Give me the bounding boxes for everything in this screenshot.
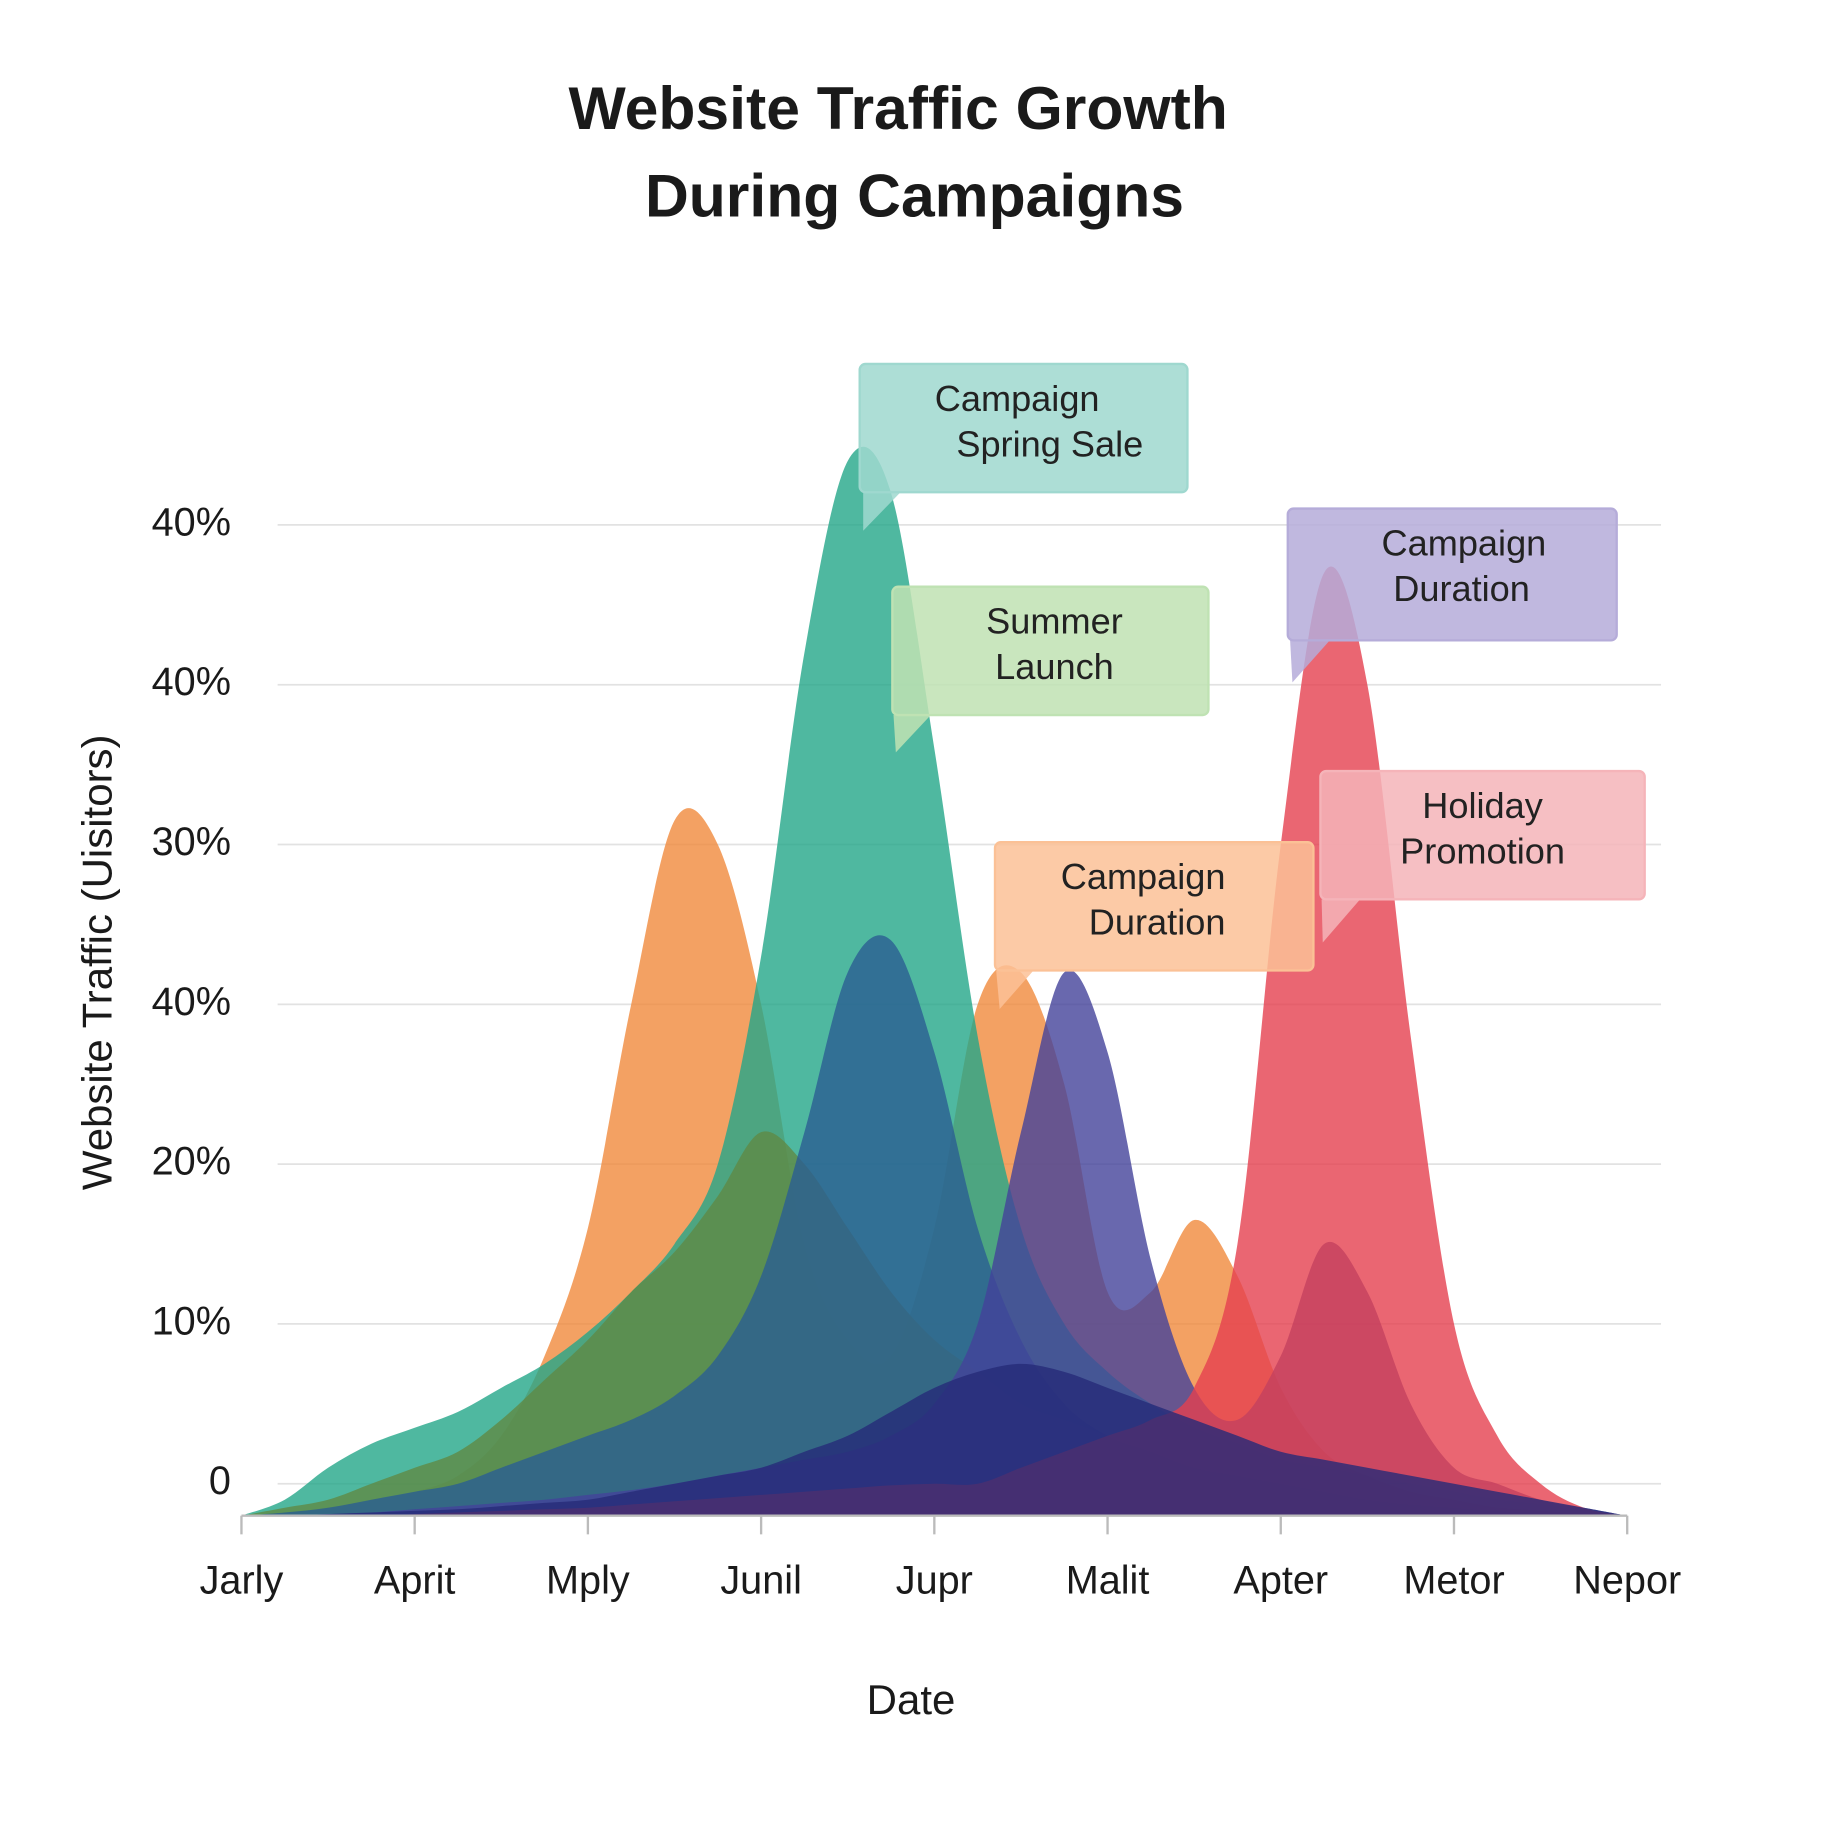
area	[241, 935, 1628, 1516]
annotation: Campaign Duration	[1286, 507, 1618, 683]
x-axis-title: Date	[867, 1676, 956, 1723]
annotation-tail	[996, 970, 1034, 1009]
annotation-box	[891, 585, 1210, 717]
chart-title: During Campaigns	[645, 162, 1184, 230]
annotation-text: Promotion	[1400, 830, 1565, 871]
y-tick-label: 30%	[152, 820, 231, 864]
y-tick-label: 20%	[152, 1140, 231, 1184]
area	[241, 446, 1628, 1516]
annotation-box	[1319, 769, 1646, 901]
x-tick-label: Metor	[1403, 1558, 1504, 1602]
annotation-text: Launch	[995, 646, 1114, 687]
annotation: Campaign Duration	[993, 841, 1315, 1009]
x-tick-label: Aprit	[374, 1558, 456, 1602]
annotation-box	[993, 841, 1315, 972]
x-tick-label: Nepor	[1573, 1558, 1681, 1602]
annotation-text: Campaign	[935, 378, 1100, 419]
annotation-text: Campaign	[1381, 522, 1546, 563]
annotation-text: Spring Sale	[956, 423, 1143, 464]
annotation-box	[1286, 507, 1618, 642]
annotation-tail	[893, 715, 931, 753]
x-tick-label: Junil	[720, 1558, 802, 1602]
annotation-box	[858, 362, 1189, 494]
area	[241, 566, 1628, 1516]
annotation-tail	[863, 492, 901, 531]
annotation-text: Summer	[986, 601, 1123, 642]
area	[241, 1363, 1628, 1516]
x-tick-label: Malit	[1066, 1558, 1150, 1602]
annotation-tail	[1290, 640, 1330, 683]
y-tick-label: 40%	[152, 660, 231, 704]
y-tick-label: 40%	[152, 500, 231, 544]
annotation-tail	[1321, 899, 1361, 943]
x-tick-label: Mply	[546, 1558, 630, 1602]
annotation-text: Duration	[1089, 902, 1226, 943]
y-tick-label: 40%	[152, 980, 231, 1024]
x-tick-label: Apter	[1233, 1558, 1328, 1602]
area	[241, 1131, 1628, 1516]
annotation-text: Duration	[1393, 568, 1530, 609]
chart-title: Website Traffic Growth	[569, 74, 1228, 142]
y-tick-label: 0	[209, 1459, 231, 1503]
x-tick-label: Jupr	[896, 1558, 973, 1602]
y-tick-label: 10%	[152, 1299, 231, 1343]
annotation-text: Holiday	[1422, 785, 1543, 826]
x-tick-label: Jarly	[200, 1558, 284, 1602]
y-axis-title: Website Traffic (Uisitors)	[73, 734, 120, 1190]
annotation-text: Campaign	[1061, 856, 1226, 897]
